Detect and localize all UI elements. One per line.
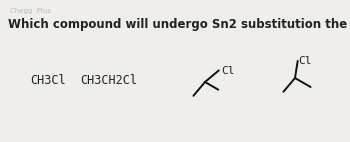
Text: Cl: Cl	[299, 56, 312, 66]
Text: CH3CH2Cl: CH3CH2Cl	[80, 74, 137, 86]
Text: Chegg  Plus: Chegg Plus	[10, 8, 51, 14]
Text: CH3Cl: CH3Cl	[30, 74, 66, 86]
Text: Cl: Cl	[221, 66, 234, 76]
Text: Which compound will undergo Sn2 substitution the slowest?: Which compound will undergo Sn2 substitu…	[8, 18, 350, 31]
